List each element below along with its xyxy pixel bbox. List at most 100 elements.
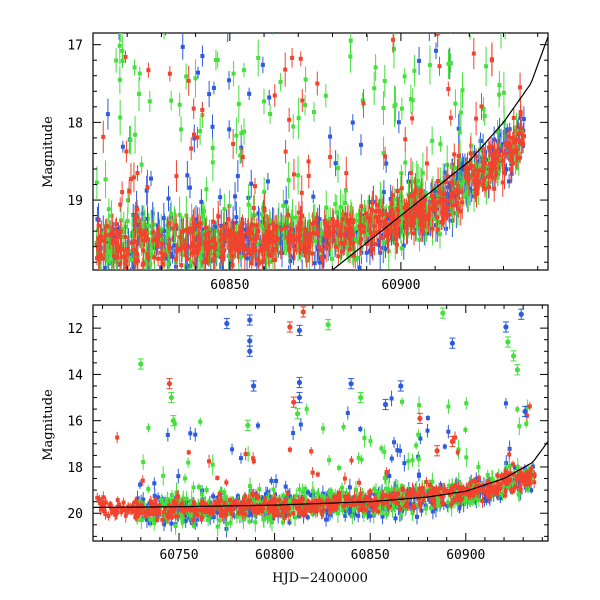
data-point [529, 488, 534, 493]
bottom-panel-frame [92, 304, 549, 542]
data-point [195, 248, 200, 253]
data-point [186, 244, 191, 249]
data-point [476, 159, 481, 164]
data-point [170, 226, 175, 231]
data-point [224, 234, 229, 239]
data-point [328, 216, 333, 221]
data-point [499, 28, 503, 32]
data-point [241, 517, 246, 522]
data-point [118, 202, 123, 207]
data-point [200, 107, 205, 112]
data-point [111, 254, 116, 259]
data-point [173, 256, 178, 261]
data-point [231, 240, 236, 245]
data-point [215, 229, 220, 234]
data-point [445, 198, 450, 203]
data-point [314, 218, 319, 223]
data-point [287, 520, 292, 525]
data-point [187, 226, 192, 231]
data-point [313, 220, 318, 225]
data-point [280, 520, 285, 525]
data-point [391, 37, 396, 42]
data-point [416, 210, 421, 215]
data-point [515, 155, 520, 160]
data-point [297, 487, 302, 492]
data-point [117, 24, 121, 28]
data-point [279, 227, 284, 232]
data-point [180, 520, 185, 525]
data-point [395, 448, 400, 453]
data-point [371, 233, 376, 238]
data-point [381, 240, 386, 245]
data-point [399, 246, 404, 251]
data-point [334, 210, 339, 215]
data-point [293, 215, 298, 220]
data-point [196, 502, 201, 507]
data-point [324, 205, 329, 210]
data-point [294, 237, 299, 242]
data-point [162, 228, 167, 233]
data-point [378, 199, 383, 204]
data-point [432, 197, 437, 202]
data-point [368, 439, 373, 444]
data-point [198, 419, 203, 424]
data-point [247, 519, 252, 524]
data-point [105, 224, 110, 229]
data-point [206, 239, 211, 244]
data-point [284, 232, 289, 237]
data-point [256, 257, 261, 262]
data-point [291, 124, 296, 129]
data-point [439, 220, 444, 225]
data-point [231, 71, 236, 76]
data-point [445, 7, 449, 11]
data-point [101, 256, 106, 261]
data-point [209, 245, 214, 250]
data-point [211, 219, 216, 224]
data-point [119, 247, 124, 252]
data-point [271, 246, 276, 251]
data-point [296, 243, 301, 248]
data-point [161, 216, 166, 221]
data-point [401, 243, 406, 248]
data-point [299, 190, 304, 195]
data-point [226, 511, 231, 516]
data-point [311, 194, 316, 199]
data-point [455, 175, 460, 180]
data-point [484, 184, 489, 189]
top-panel-data-marks [94, 7, 548, 270]
data-point [227, 203, 232, 208]
data-point [518, 110, 523, 115]
data-point [430, 138, 435, 143]
data-point [106, 261, 111, 266]
data-point [115, 255, 120, 260]
data-point [201, 209, 206, 214]
data-point [113, 232, 118, 237]
data-point [391, 228, 396, 233]
data-point [165, 223, 170, 228]
data-point [474, 10, 478, 14]
data-point [503, 401, 508, 406]
data-point [233, 194, 238, 199]
data-point [446, 500, 451, 505]
data-point [398, 487, 403, 492]
data-point [305, 236, 310, 241]
data-point [408, 199, 413, 204]
data-point [367, 249, 372, 254]
data-point [507, 464, 512, 469]
data-point [219, 243, 224, 248]
data-point [140, 211, 145, 216]
data-point [159, 227, 164, 232]
data-point [135, 252, 140, 257]
data-point [477, 166, 482, 171]
data-point [204, 246, 209, 251]
data-point [199, 199, 204, 204]
data-point [163, 518, 168, 523]
data-point [267, 95, 272, 100]
data-point [288, 234, 293, 239]
data-point [143, 229, 148, 234]
data-point [358, 142, 363, 147]
data-point [180, 44, 185, 49]
data-point [127, 249, 132, 254]
data-point [239, 131, 244, 136]
data-point [472, 179, 477, 184]
